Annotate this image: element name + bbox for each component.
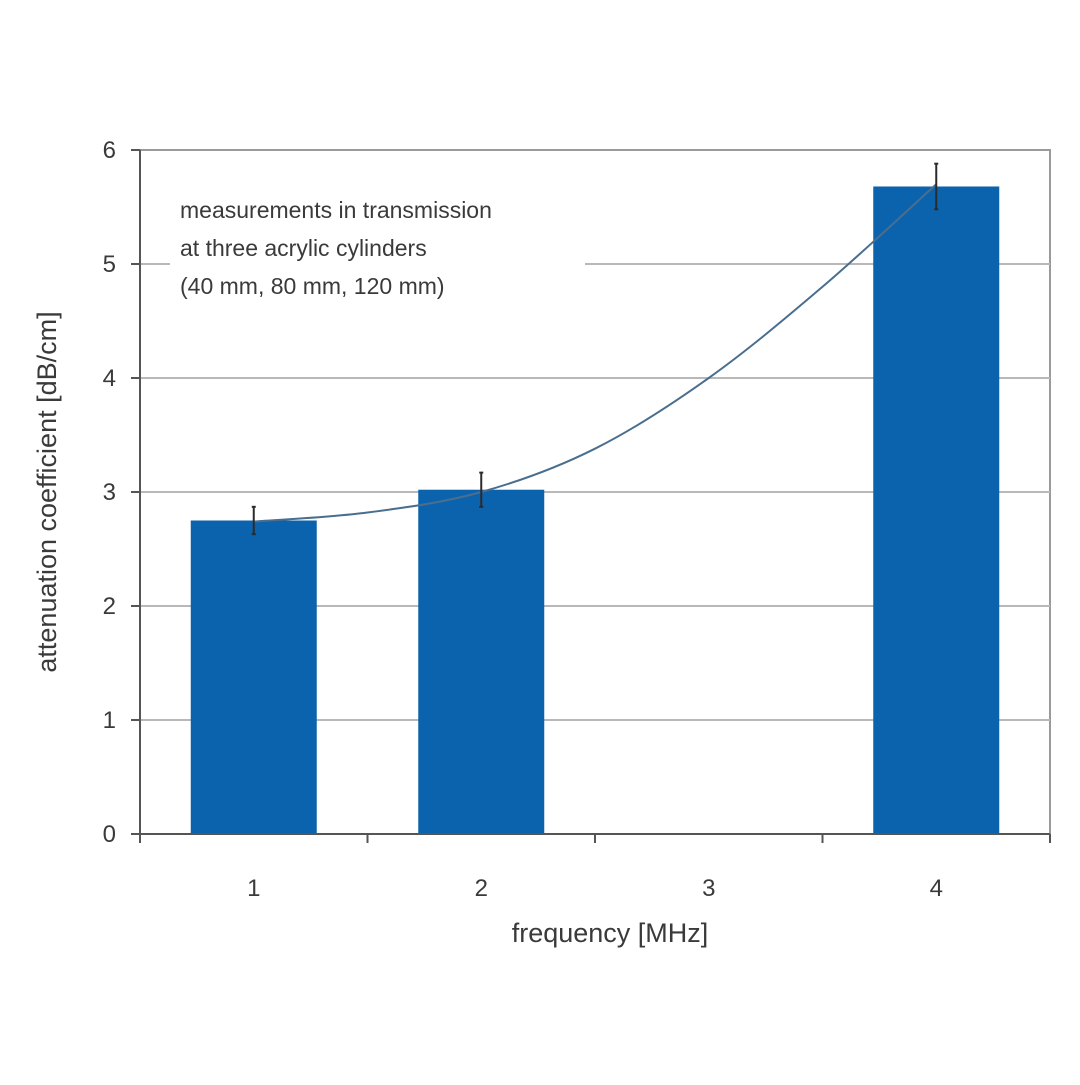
bars <box>190 186 1000 835</box>
axes <box>131 149 1051 843</box>
x-tick-label-3: 3 <box>702 875 715 902</box>
y-tick-label-0: 0 <box>103 821 116 848</box>
y-tick-label-4: 4 <box>103 365 116 392</box>
error-bars <box>251 162 939 536</box>
x-tick-label-2: 2 <box>475 875 488 902</box>
trendline <box>253 183 937 523</box>
y-axis-title: attenuation coefficient [dB/cm] <box>32 311 62 672</box>
annotation: measurements in transmission at three ac… <box>170 185 585 315</box>
y-tick-label-5: 5 <box>103 251 116 278</box>
y-tick-labels: 0 1 2 3 4 5 6 <box>103 137 116 848</box>
bar-4 <box>873 186 1000 835</box>
annotation-line-2: at three acrylic cylinders <box>180 235 427 261</box>
annotation-background <box>170 185 585 315</box>
bar-1 <box>190 520 317 834</box>
bar-2 <box>418 489 545 834</box>
x-tick-label-4: 4 <box>930 875 943 902</box>
y-tick-label-3: 3 <box>103 479 116 506</box>
annotation-line-1: measurements in transmission <box>180 197 492 223</box>
y-tick-label-2: 2 <box>103 593 116 620</box>
annotation-line-3: (40 mm, 80 mm, 120 mm) <box>180 273 445 299</box>
x-tick-label-1: 1 <box>247 875 260 902</box>
y-tick-label-6: 6 <box>103 137 116 164</box>
x-tick-labels: 1 2 3 4 <box>247 875 943 902</box>
x-axis-title: frequency [MHz] <box>512 918 709 948</box>
y-tick-label-1: 1 <box>103 707 116 734</box>
